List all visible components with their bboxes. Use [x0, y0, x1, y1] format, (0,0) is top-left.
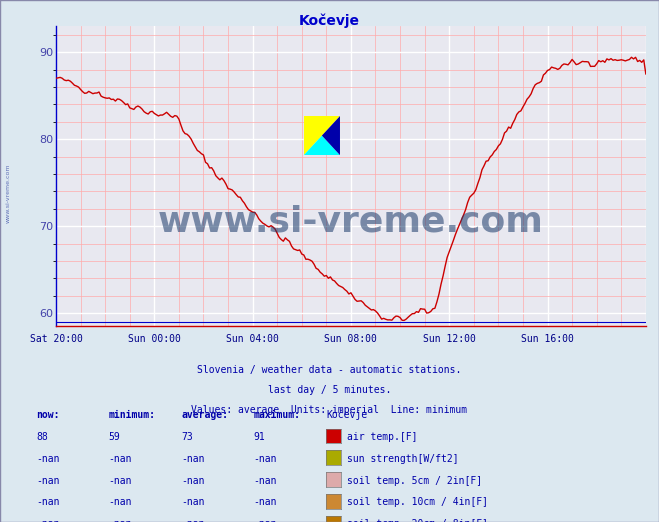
- Text: -nan: -nan: [181, 476, 205, 485]
- Text: -nan: -nan: [36, 497, 60, 507]
- Text: Sun 12:00: Sun 12:00: [423, 334, 476, 344]
- Text: -nan: -nan: [109, 497, 132, 507]
- Text: Slovenia / weather data - automatic stations.: Slovenia / weather data - automatic stat…: [197, 365, 462, 375]
- Text: 73: 73: [181, 432, 193, 442]
- Text: Sun 04:00: Sun 04:00: [226, 334, 279, 344]
- Text: www.si-vreme.com: www.si-vreme.com: [158, 204, 544, 238]
- Text: Kočevje: Kočevje: [299, 13, 360, 28]
- Text: -nan: -nan: [254, 476, 277, 485]
- Text: Values: average  Units: imperial  Line: minimum: Values: average Units: imperial Line: mi…: [191, 405, 468, 415]
- Text: 88: 88: [36, 432, 48, 442]
- Text: -nan: -nan: [109, 454, 132, 464]
- Text: soil temp. 5cm / 2in[F]: soil temp. 5cm / 2in[F]: [347, 476, 482, 485]
- Text: Sun 08:00: Sun 08:00: [324, 334, 378, 344]
- Text: www.si-vreme.com: www.si-vreme.com: [5, 163, 11, 223]
- Text: minimum:: minimum:: [109, 410, 156, 420]
- Text: now:: now:: [36, 410, 60, 420]
- Text: -nan: -nan: [254, 454, 277, 464]
- Text: -nan: -nan: [254, 519, 277, 522]
- Text: 59: 59: [109, 432, 121, 442]
- Text: -nan: -nan: [109, 519, 132, 522]
- Text: Sat 20:00: Sat 20:00: [30, 334, 82, 344]
- Polygon shape: [304, 116, 340, 155]
- Text: last day / 5 minutes.: last day / 5 minutes.: [268, 385, 391, 395]
- Text: Sun 16:00: Sun 16:00: [521, 334, 574, 344]
- Text: -nan: -nan: [181, 519, 205, 522]
- Text: air temp.[F]: air temp.[F]: [347, 432, 418, 442]
- Text: -nan: -nan: [181, 497, 205, 507]
- Text: soil temp. 20cm / 8in[F]: soil temp. 20cm / 8in[F]: [347, 519, 488, 522]
- Text: average:: average:: [181, 410, 228, 420]
- Text: maximum:: maximum:: [254, 410, 301, 420]
- Text: 91: 91: [254, 432, 266, 442]
- Text: -nan: -nan: [109, 476, 132, 485]
- Text: sun strength[W/ft2]: sun strength[W/ft2]: [347, 454, 459, 464]
- Text: -nan: -nan: [36, 476, 60, 485]
- Text: Sun 00:00: Sun 00:00: [128, 334, 181, 344]
- Polygon shape: [322, 116, 340, 155]
- Text: -nan: -nan: [36, 519, 60, 522]
- Text: soil temp. 10cm / 4in[F]: soil temp. 10cm / 4in[F]: [347, 497, 488, 507]
- Text: -nan: -nan: [254, 497, 277, 507]
- Text: -nan: -nan: [181, 454, 205, 464]
- Polygon shape: [304, 136, 340, 155]
- Text: -nan: -nan: [36, 454, 60, 464]
- Text: Kočevje: Kočevje: [326, 410, 367, 420]
